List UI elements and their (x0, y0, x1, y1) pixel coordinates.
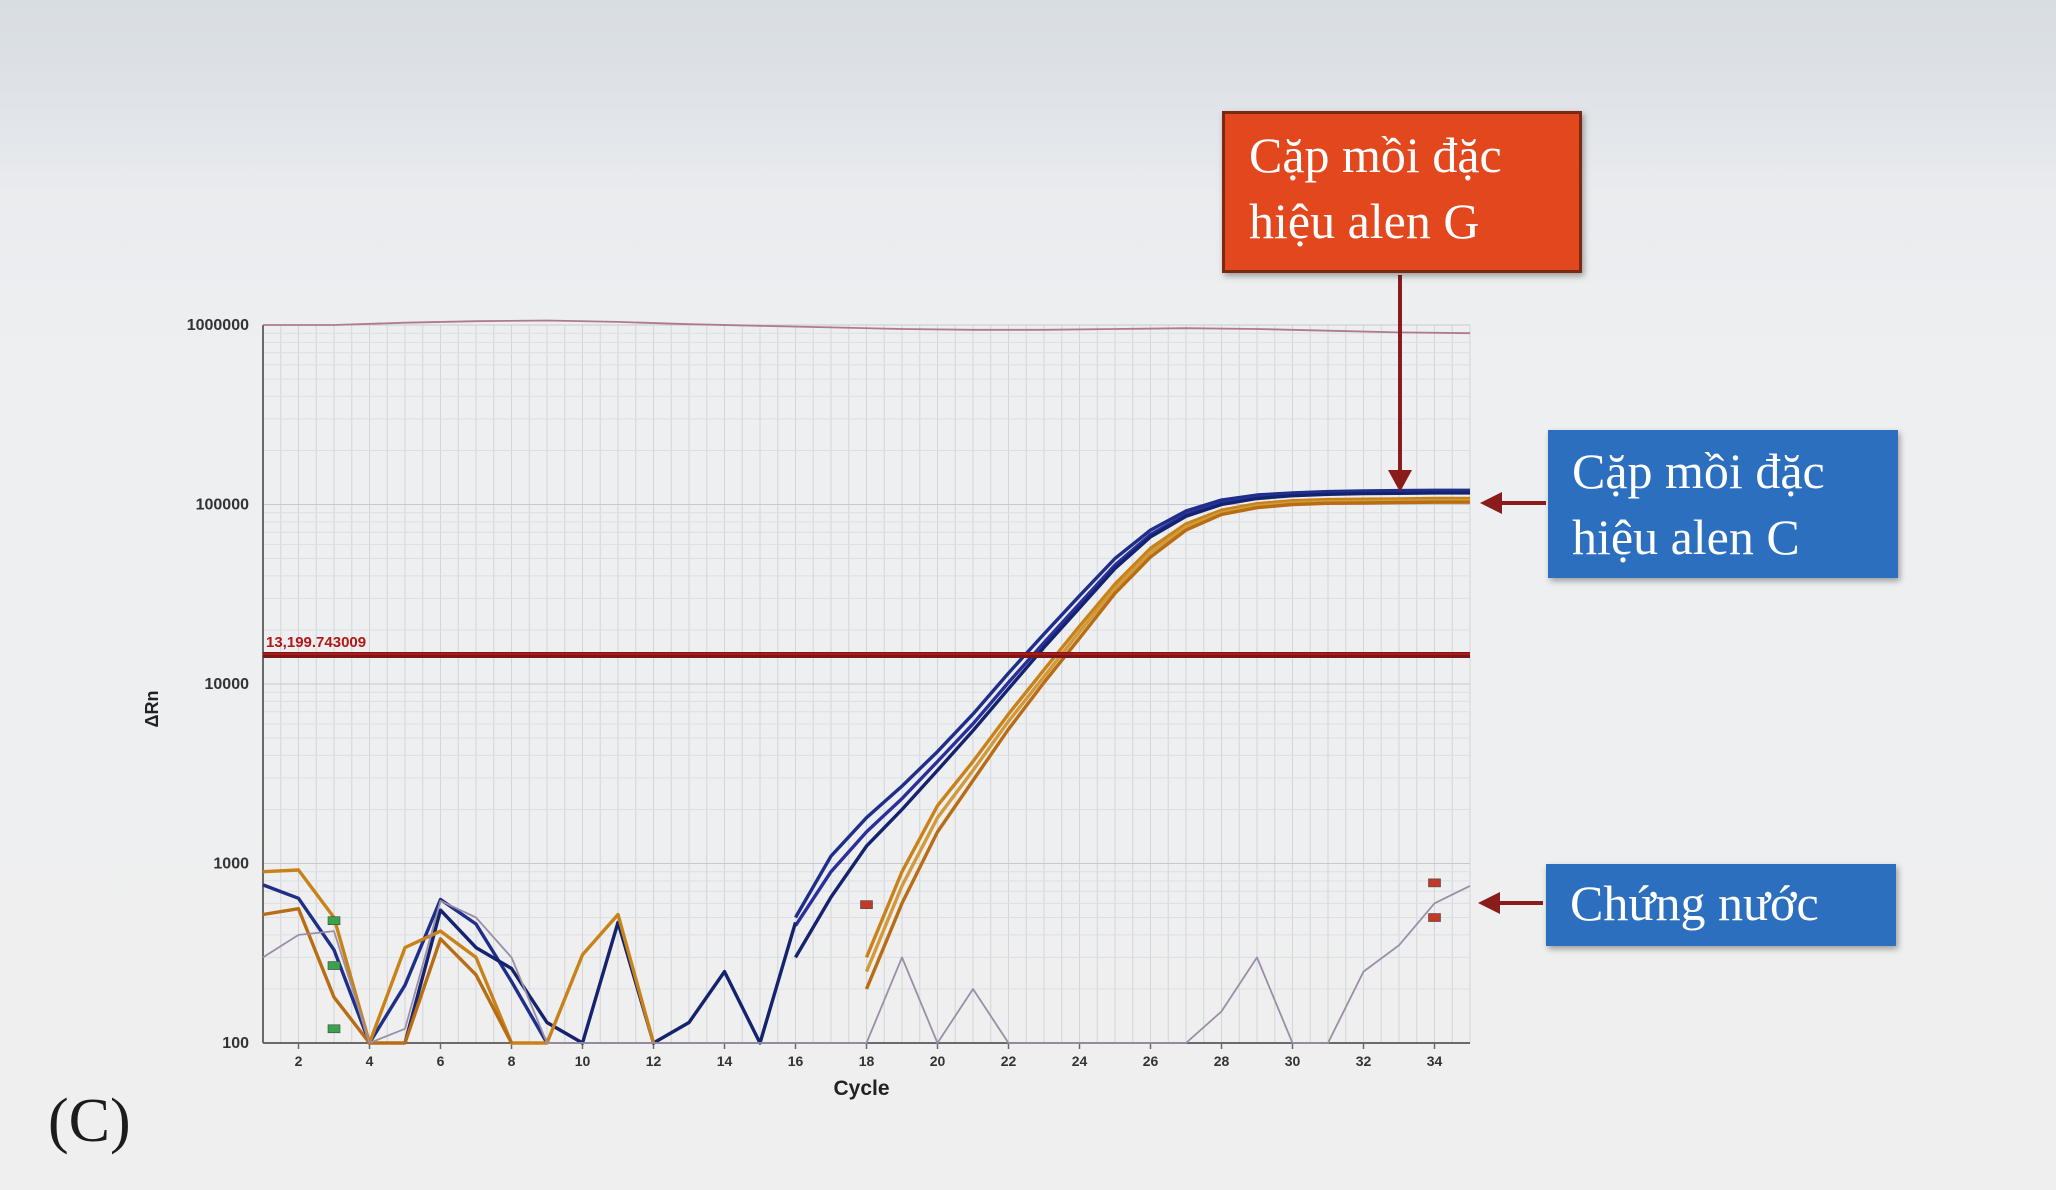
x-tick-label: 10 (575, 1053, 591, 1069)
y-tick-label: 10000 (205, 676, 250, 693)
callout-allele-c-line2: hiệu alen C (1572, 509, 1800, 565)
x-axis-label: Cycle (833, 1077, 889, 1100)
data-point-marker (1428, 878, 1441, 888)
callout-water-control-line1: Chứng nước (1570, 875, 1819, 931)
x-tick-label: 18 (859, 1053, 875, 1069)
y-axis-label: ΔRn (142, 691, 162, 728)
series-line-4 (864, 496, 1470, 959)
data-point-marker (1428, 913, 1441, 922)
series-line-9 (262, 868, 656, 1045)
data-point-marker (327, 916, 341, 926)
threshold-group: 13,199.743009 (263, 634, 1470, 659)
series-line-8 (403, 908, 798, 1045)
arrow-w-head (1478, 892, 1500, 914)
x-tick-label: 6 (437, 1053, 445, 1069)
callout-allele-g-line2: hiệu alen G (1249, 193, 1480, 249)
series-line-11 (262, 885, 1471, 1044)
x-tick-label: 12 (646, 1053, 662, 1069)
callout-allele-g-line1: Cặp mồi đặc (1249, 127, 1502, 183)
x-tick-label: 26 (1143, 1053, 1159, 1069)
y-tick-label: 1000 (213, 856, 249, 873)
x-tick-label: 8 (508, 1053, 516, 1069)
x-tick-label: 20 (930, 1053, 946, 1069)
arrow-g-head (1388, 470, 1412, 492)
x-tick-label: 16 (788, 1053, 804, 1069)
panel-label: (C) (48, 1087, 131, 1155)
x-tick-label: 30 (1285, 1053, 1301, 1069)
callout-water-control: Chứng nước (1546, 864, 1896, 946)
x-tick-label: 32 (1356, 1053, 1372, 1069)
arrow-c-head (1480, 492, 1502, 514)
x-tick-label: 24 (1072, 1053, 1088, 1069)
x-tick-label: 2 (295, 1053, 303, 1069)
callout-allele-g: Cặp mồi đặc hiệu alen G (1222, 111, 1582, 273)
callout-arrows (1388, 275, 1546, 914)
series-group (262, 319, 1471, 1045)
x-tick-label: 4 (366, 1053, 374, 1069)
callout-allele-c-line1: Cặp mồi đặc (1572, 443, 1825, 499)
x-tick-label: 28 (1214, 1053, 1230, 1069)
y-tick-label: 100 (222, 1035, 249, 1052)
x-tick-label: 22 (1001, 1053, 1017, 1069)
photo-background (0, 0, 2056, 190)
series-line-10 (262, 907, 514, 1045)
series-line-1 (794, 488, 1470, 919)
x-tick-label: 34 (1427, 1053, 1443, 1069)
data-point-marker (327, 1024, 341, 1034)
threshold-label: 13,199.743009 (266, 634, 366, 651)
series-line-6 (864, 500, 1470, 990)
series-line-3 (794, 491, 1470, 959)
series-line-12 (263, 319, 1471, 335)
x-tick-label: 14 (717, 1053, 733, 1069)
callout-allele-c: Cặp mồi đặc hiệu alen C (1548, 430, 1898, 578)
y-tick-label: 100000 (196, 497, 249, 514)
data-point-marker (860, 900, 873, 909)
y-tick-label: 1000000 (187, 317, 249, 334)
data-point-marker (327, 961, 341, 970)
